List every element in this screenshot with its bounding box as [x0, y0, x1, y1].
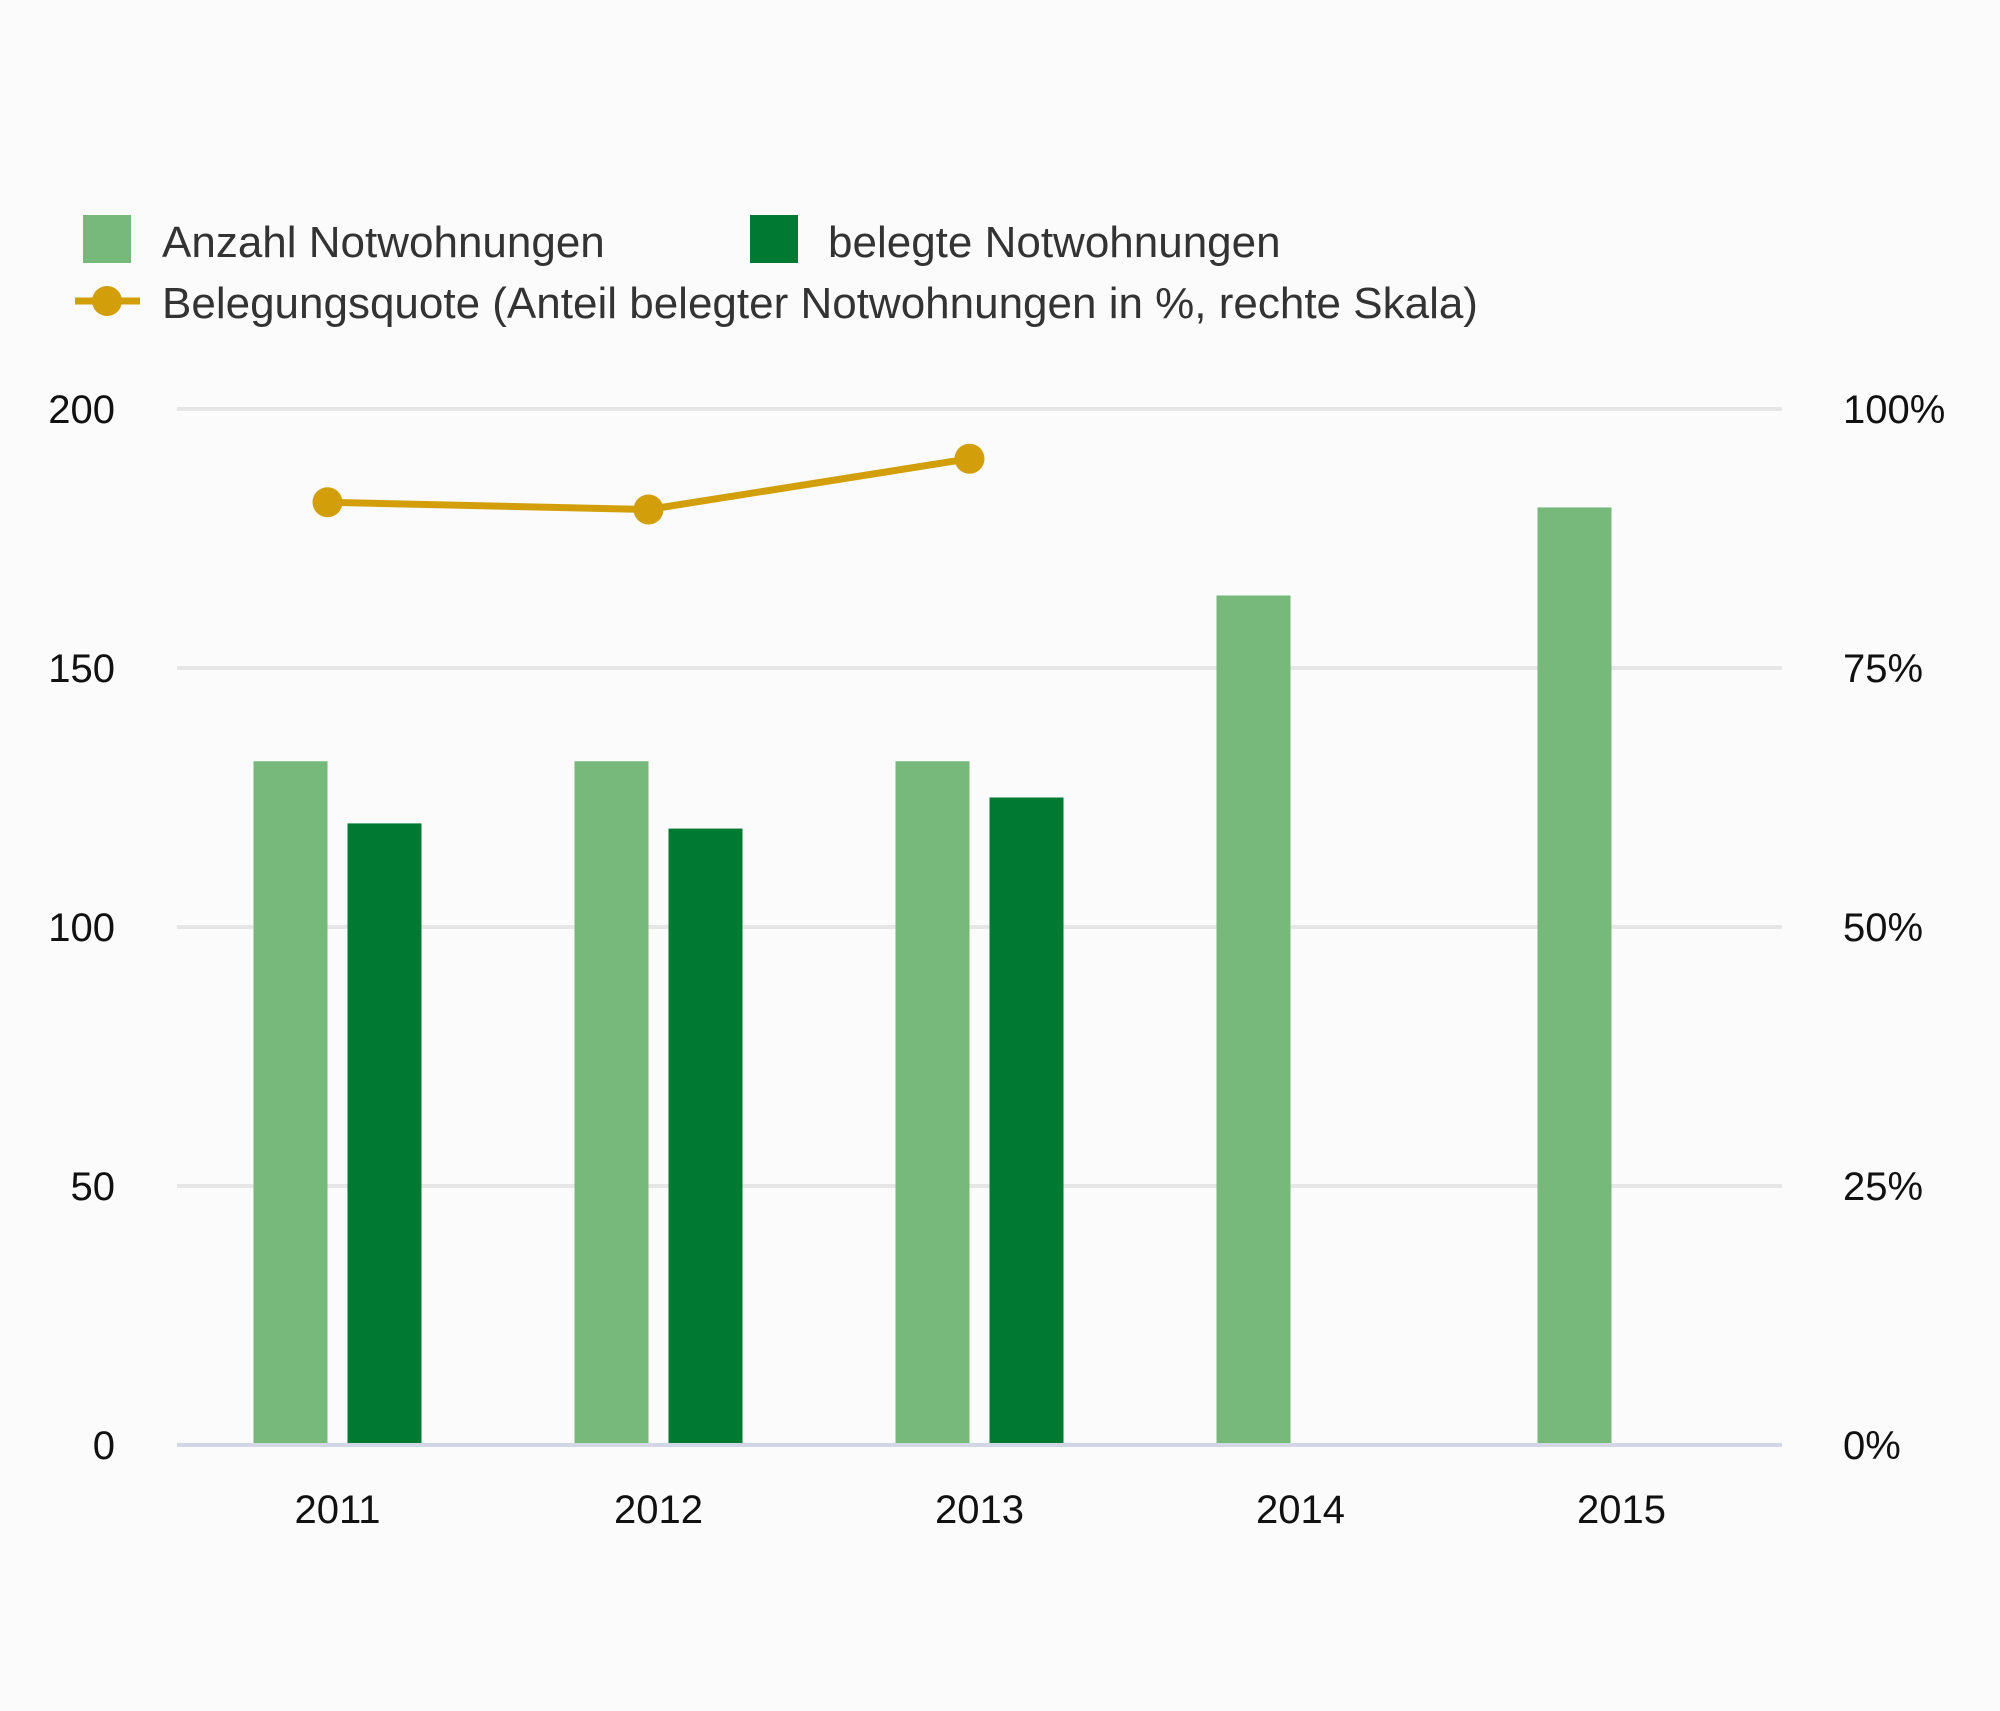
- bar-belegte-2013: [989, 797, 1064, 1445]
- line-series: [312, 443, 985, 525]
- legend: Anzahl Notwohnungen belegte Notwohnungen…: [75, 215, 1478, 328]
- x-axis: 2011 2012 2013 2014 2015: [294, 1488, 1666, 1532]
- right-tick-label: 0%: [1843, 1424, 1901, 1468]
- legend-label-belegte: belegte Notwohnungen: [828, 218, 1281, 267]
- quote-point-2013: [954, 443, 985, 474]
- bar-anzahl-2012: [574, 761, 649, 1445]
- legend-swatch-anzahl: [83, 215, 131, 263]
- quote-point-2012: [633, 494, 664, 525]
- x-tick-label: 2013: [935, 1488, 1024, 1532]
- bar-anzahl-2013: [895, 761, 970, 1445]
- right-tick-label: 50%: [1843, 906, 1923, 950]
- legend-swatch-belegte: [750, 215, 798, 263]
- legend-label-anzahl: Anzahl Notwohnungen: [162, 218, 605, 267]
- quote-point-2011: [312, 487, 343, 518]
- legend-marker-quote: [92, 286, 122, 316]
- x-tick-label: 2012: [614, 1488, 703, 1532]
- left-tick-label: 200: [48, 388, 115, 432]
- right-axis: 0% 25% 50% 75% 100%: [1843, 388, 1945, 1468]
- bar-belegte-2011: [347, 823, 422, 1445]
- x-tick-label: 2014: [1256, 1488, 1345, 1532]
- bars: [253, 507, 1612, 1445]
- legend-label-quote: Belegungsquote (Anteil belegter Notwohnu…: [162, 279, 1478, 328]
- bar-belegte-2012: [668, 828, 743, 1445]
- right-tick-label: 75%: [1843, 647, 1923, 691]
- left-axis: 0 50 100 150 200: [48, 388, 115, 1468]
- left-tick-label: 100: [48, 906, 115, 950]
- bar-anzahl-2014: [1216, 595, 1291, 1445]
- left-tick-label: 50: [71, 1165, 116, 1209]
- right-tick-label: 100%: [1843, 388, 1945, 432]
- bar-anzahl-2011: [253, 761, 328, 1445]
- left-tick-label: 150: [48, 647, 115, 691]
- right-tick-label: 25%: [1843, 1165, 1923, 1209]
- left-tick-label: 0: [93, 1424, 115, 1468]
- gridlines: [177, 407, 1782, 1188]
- x-tick-label: 2011: [294, 1488, 380, 1532]
- x-tick-label: 2015: [1577, 1488, 1666, 1532]
- bar-anzahl-2015: [1537, 507, 1612, 1445]
